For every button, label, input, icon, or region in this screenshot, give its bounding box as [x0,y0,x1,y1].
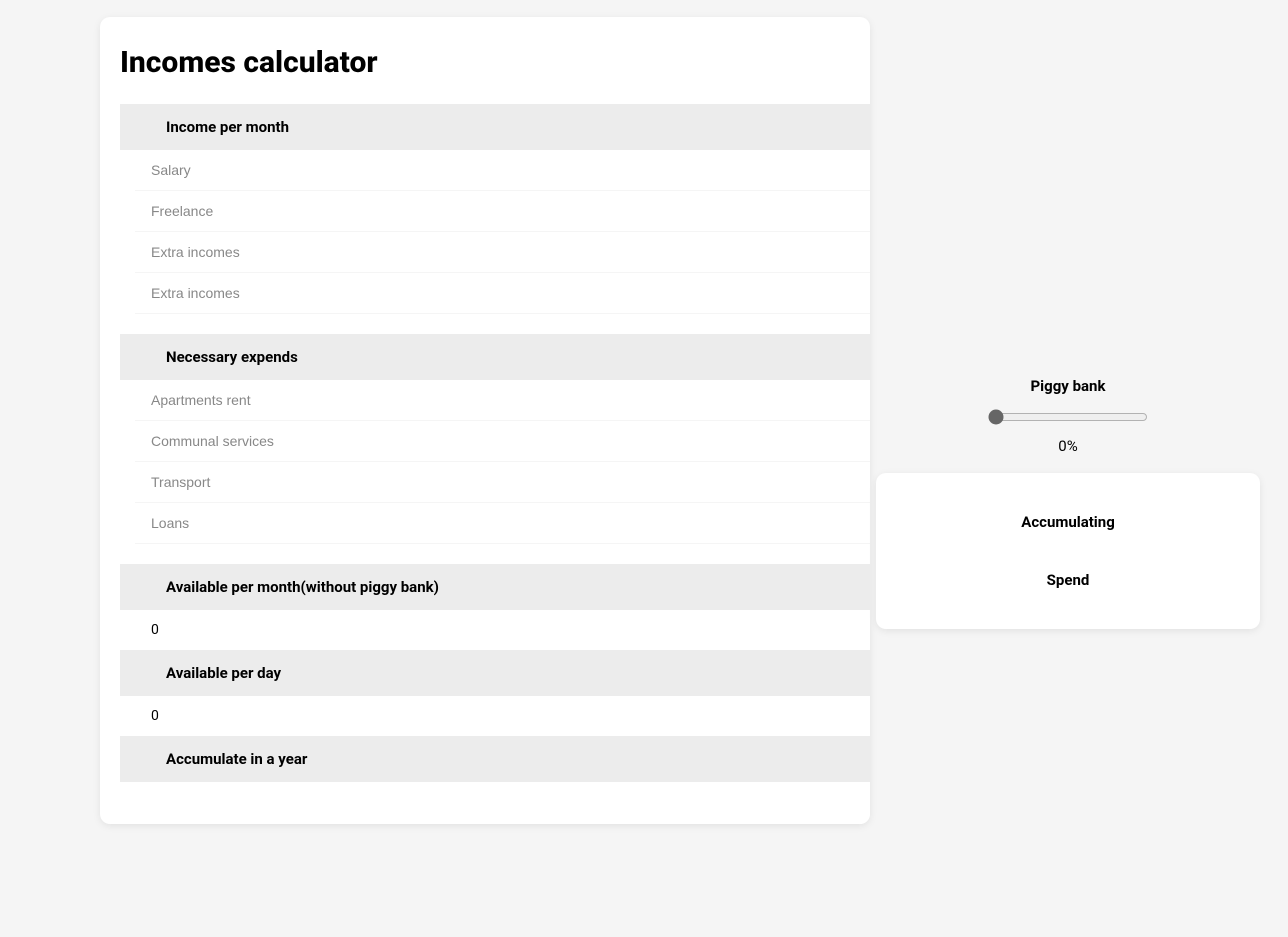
available-month-value: 0 [135,610,870,650]
accumulate-year-label: Accumulate in a year [120,736,870,782]
piggy-bank-slider[interactable] [988,409,1148,425]
expends-section-header: Necessary expends [120,334,870,380]
salary-input[interactable] [135,150,870,190]
list-item [135,380,870,421]
income-section-header: Income per month [120,104,870,150]
transport-input[interactable] [135,462,870,502]
available-month-label: Available per month(without piggy bank) [120,564,870,610]
accumulate-year-value [135,782,870,824]
extra-income-input[interactable] [135,232,870,272]
slider-wrap [876,409,1260,425]
list-item [135,191,870,232]
accumulating-label: Accumulating [896,513,1240,531]
list-item [135,462,870,503]
list-item [135,150,870,191]
freelance-input[interactable] [135,191,870,231]
side-column: Piggy bank 0% Accumulating Spend [876,17,1260,629]
communal-input[interactable] [135,421,870,461]
list-item [135,232,870,273]
list-item [135,273,870,314]
loans-input[interactable] [135,503,870,543]
results-section: Available per month(without piggy bank) … [100,564,870,824]
spend-label: Spend [896,571,1240,589]
summary-card: Accumulating Spend [876,473,1260,629]
page-title: Incomes calculator [100,17,870,104]
available-day-label: Available per day [120,650,870,696]
rent-input[interactable] [135,380,870,420]
list-item [135,503,870,544]
expends-section: Necessary expends [100,334,870,544]
piggy-bank-title: Piggy bank [1031,377,1106,395]
piggy-bank-percent: 0% [1058,437,1077,455]
available-day-value: 0 [135,696,870,736]
extra-income-input[interactable] [135,273,870,313]
income-section: Income per month [100,104,870,314]
list-item [135,421,870,462]
calculator-card: Incomes calculator Income per month Nece… [100,17,870,824]
